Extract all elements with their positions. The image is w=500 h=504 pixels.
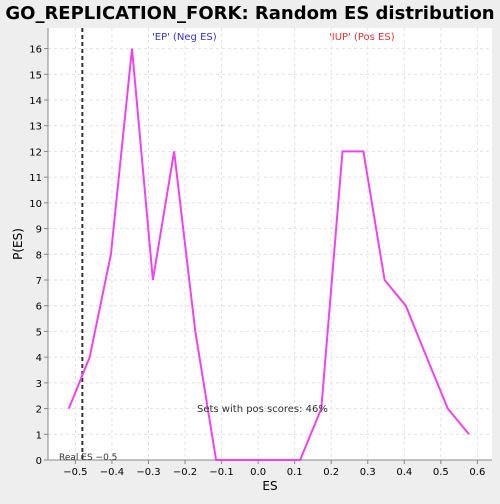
y-tick-label: 9 — [36, 225, 42, 236]
x-tick-label: 0.3 — [360, 467, 376, 478]
y-tick-label: 3 — [36, 379, 42, 390]
y-tick-label: 15 — [29, 70, 42, 81]
y-tick-label: 5 — [36, 327, 42, 338]
y-tick-label: 2 — [36, 405, 42, 416]
x-tick-label: 0.4 — [396, 467, 412, 478]
y-tick-label: 1 — [36, 430, 42, 441]
y-tick-label: 4 — [36, 353, 42, 364]
pos-es-label: 'IUP' (Pos ES) — [329, 32, 395, 43]
y-tick-label: 7 — [36, 276, 42, 287]
pos-scores-annotation: Sets with pos scores: 46% — [197, 404, 328, 415]
x-tick-label: −0.1 — [209, 467, 233, 478]
chart-title: GO_REPLICATION_FORK: Random ES distribut… — [5, 3, 494, 24]
y-axis-label: P(ES) — [11, 228, 25, 260]
x-axis-label: ES — [262, 479, 277, 493]
x-tick-label: −0.3 — [136, 467, 160, 478]
x-tick-label: −0.5 — [63, 467, 87, 478]
x-tick-label: −0.4 — [100, 467, 124, 478]
es-distribution-line — [67, 48, 470, 461]
plot-area — [48, 28, 492, 460]
y-tick-label: 12 — [29, 147, 42, 158]
y-tick-label: 8 — [36, 250, 42, 261]
x-tick-label: 0.6 — [469, 467, 485, 478]
y-tick-label: 10 — [29, 199, 42, 210]
x-tick-label: 0.0 — [250, 467, 266, 478]
neg-es-label: 'EP' (Neg ES) — [152, 32, 217, 43]
y-tick-label: 11 — [29, 173, 42, 184]
x-tick-label: 0.1 — [287, 467, 303, 478]
y-tick-label: 14 — [29, 96, 42, 107]
tick-layer: −0.5 −0.4 −0.3 −0.2 −0.1 0.0 0.1 0.2 0.3 0.4 0.5 0.… — [29, 45, 485, 478]
real-es-annotation: Real ES −0.5 — [59, 453, 117, 463]
x-tick-label: −0.2 — [173, 467, 197, 478]
x-tick-label: 0.5 — [433, 467, 449, 478]
y-tick-label: 16 — [29, 45, 42, 56]
y-tick-label: 13 — [29, 122, 42, 133]
x-tick-label: 0.2 — [323, 467, 339, 478]
y-tick-label: 6 — [36, 302, 42, 313]
y-tick-label: 0 — [36, 456, 42, 467]
